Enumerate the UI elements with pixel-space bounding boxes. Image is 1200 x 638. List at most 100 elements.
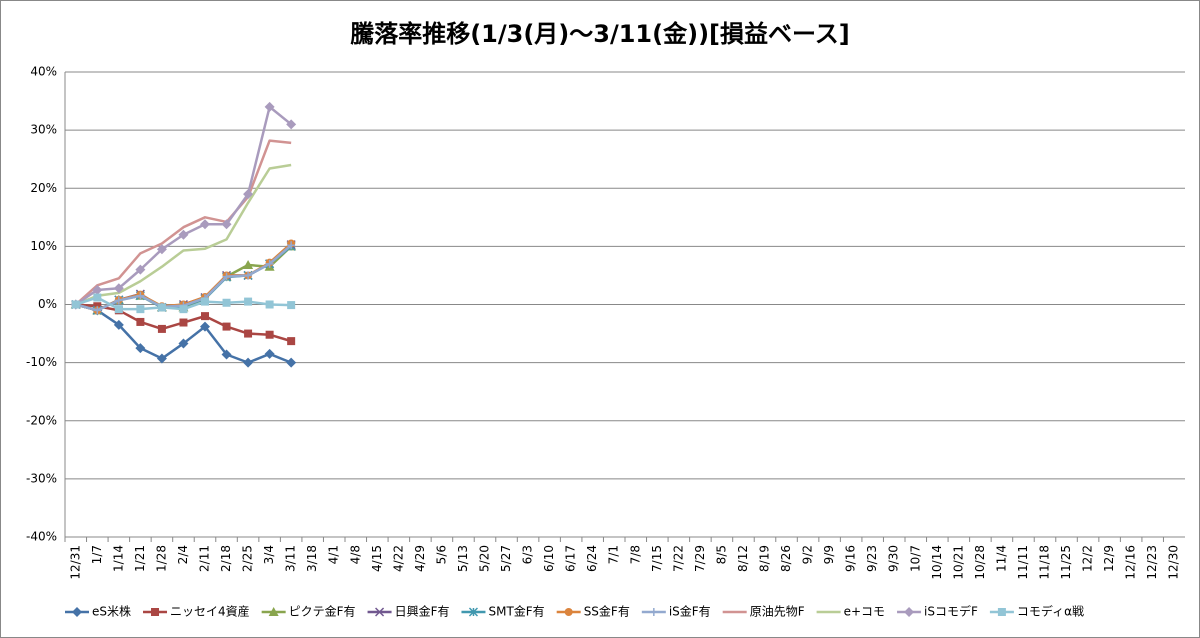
legend-marker bbox=[649, 608, 658, 616]
data-point bbox=[286, 119, 297, 130]
x-tick-label: 12/30 bbox=[1167, 545, 1181, 580]
data-point bbox=[136, 317, 145, 326]
x-tick-label: 10/14 bbox=[930, 545, 944, 580]
data-point bbox=[113, 319, 124, 330]
legend-label: SS金F有 bbox=[584, 604, 630, 619]
data-point bbox=[222, 322, 231, 331]
series-line bbox=[75, 163, 292, 306]
legend-item: コモディα戦 bbox=[989, 604, 1084, 619]
legend-item: e+コモ bbox=[816, 605, 885, 619]
data-point bbox=[243, 259, 254, 269]
data-point bbox=[243, 357, 254, 368]
x-tick-label: 10/28 bbox=[973, 545, 987, 580]
legend-label: SMT金F有 bbox=[488, 604, 544, 619]
legend-marker bbox=[375, 607, 385, 617]
x-tick-label: 5/27 bbox=[499, 545, 513, 572]
legend-item: 日興金F有 bbox=[367, 604, 450, 619]
y-tick-label: 0% bbox=[38, 297, 57, 311]
x-tick-label: 12/23 bbox=[1145, 545, 1159, 580]
x-tick-label: 7/29 bbox=[693, 545, 707, 572]
y-tick-label: -20% bbox=[26, 413, 57, 427]
x-tick-label: 1/7 bbox=[90, 545, 104, 564]
legend-marker bbox=[151, 608, 160, 616]
x-tick-label: 12/31 bbox=[68, 545, 82, 580]
data-point bbox=[113, 283, 124, 294]
legend-item: iSコモデF bbox=[897, 604, 978, 619]
legend-marker bbox=[904, 607, 915, 617]
data-point bbox=[135, 264, 146, 275]
data-point bbox=[265, 330, 274, 339]
legend-label: iS金F有 bbox=[669, 604, 711, 619]
data-point bbox=[114, 296, 123, 305]
data-point bbox=[222, 298, 231, 307]
x-tick-label: 1/28 bbox=[154, 545, 168, 572]
data-point bbox=[157, 303, 166, 312]
x-tick-label: 9/9 bbox=[822, 545, 836, 564]
x-tick-label: 4/29 bbox=[413, 545, 427, 572]
data-point bbox=[114, 305, 123, 314]
data-point bbox=[156, 353, 167, 364]
x-tick-label: 12/2 bbox=[1081, 545, 1095, 572]
x-tick-label: 6/10 bbox=[542, 545, 556, 572]
y-tick-label: 10% bbox=[30, 239, 57, 253]
x-tick-label: 6/3 bbox=[521, 545, 535, 564]
data-point bbox=[93, 293, 102, 302]
y-tick-label: 20% bbox=[30, 181, 57, 195]
legend-item: ニッセイ4資産 bbox=[143, 604, 250, 619]
x-tick-label: 11/18 bbox=[1038, 545, 1052, 580]
data-point bbox=[243, 189, 254, 200]
x-tick-label: 9/2 bbox=[801, 545, 815, 564]
x-tick-label: 11/25 bbox=[1059, 545, 1073, 580]
legend-marker bbox=[72, 607, 82, 617]
data-point bbox=[265, 300, 274, 309]
x-tick-label: 5/6 bbox=[434, 545, 448, 564]
legend-item: SMT金F有 bbox=[461, 604, 545, 619]
y-tick-label: 30% bbox=[30, 123, 57, 137]
legend-item: iS金F有 bbox=[641, 604, 711, 619]
data-point bbox=[222, 272, 231, 281]
data-point bbox=[200, 321, 210, 332]
legend-marker bbox=[268, 607, 279, 616]
data-point bbox=[179, 305, 188, 314]
series-line bbox=[74, 139, 292, 306]
data-point bbox=[71, 300, 80, 309]
legend-label: eS米株 bbox=[92, 604, 131, 619]
y-tick-label: -30% bbox=[26, 471, 57, 485]
legend-label: e+コモ bbox=[844, 605, 885, 619]
legend-marker bbox=[564, 608, 573, 616]
data-point bbox=[244, 297, 253, 306]
x-tick-label: 7/1 bbox=[607, 545, 621, 564]
x-tick-label: 6/17 bbox=[564, 545, 578, 572]
legend-item: ピクテ金F有 bbox=[261, 604, 356, 619]
data-point bbox=[156, 244, 167, 255]
x-tick-label: 12/9 bbox=[1102, 545, 1116, 572]
x-tick-label: 2/25 bbox=[241, 545, 255, 572]
data-point bbox=[244, 329, 253, 338]
x-tick-label: 4/15 bbox=[370, 545, 384, 572]
data-point bbox=[201, 297, 209, 306]
legend-item: 原油先物F bbox=[722, 605, 805, 619]
x-tick-label: 8/19 bbox=[758, 545, 772, 572]
x-tick-label: 2/18 bbox=[219, 545, 233, 572]
x-tick-label: 11/4 bbox=[994, 545, 1008, 572]
x-tick-label: 6/24 bbox=[585, 545, 599, 572]
x-tick-label: 10/21 bbox=[951, 545, 965, 580]
x-tick-label: 11/11 bbox=[1016, 545, 1030, 580]
data-point bbox=[221, 219, 232, 230]
x-tick-label: 12/16 bbox=[1124, 545, 1138, 580]
data-point bbox=[200, 219, 210, 230]
data-point bbox=[92, 284, 103, 295]
data-point bbox=[136, 305, 145, 314]
legend-marker bbox=[468, 607, 478, 617]
data-point bbox=[244, 271, 253, 280]
legend-item: SS金F有 bbox=[556, 604, 630, 619]
x-tick-label: 9/23 bbox=[865, 545, 879, 572]
x-tick-label: 1/21 bbox=[133, 545, 147, 572]
data-point bbox=[136, 291, 145, 300]
x-tick-label: 8/5 bbox=[714, 545, 728, 564]
x-tick-label: 7/15 bbox=[650, 545, 664, 572]
legend-label: 日興金F有 bbox=[395, 604, 450, 619]
x-tick-label: 4/22 bbox=[391, 545, 405, 572]
legend-label: 原油先物F bbox=[750, 605, 805, 619]
